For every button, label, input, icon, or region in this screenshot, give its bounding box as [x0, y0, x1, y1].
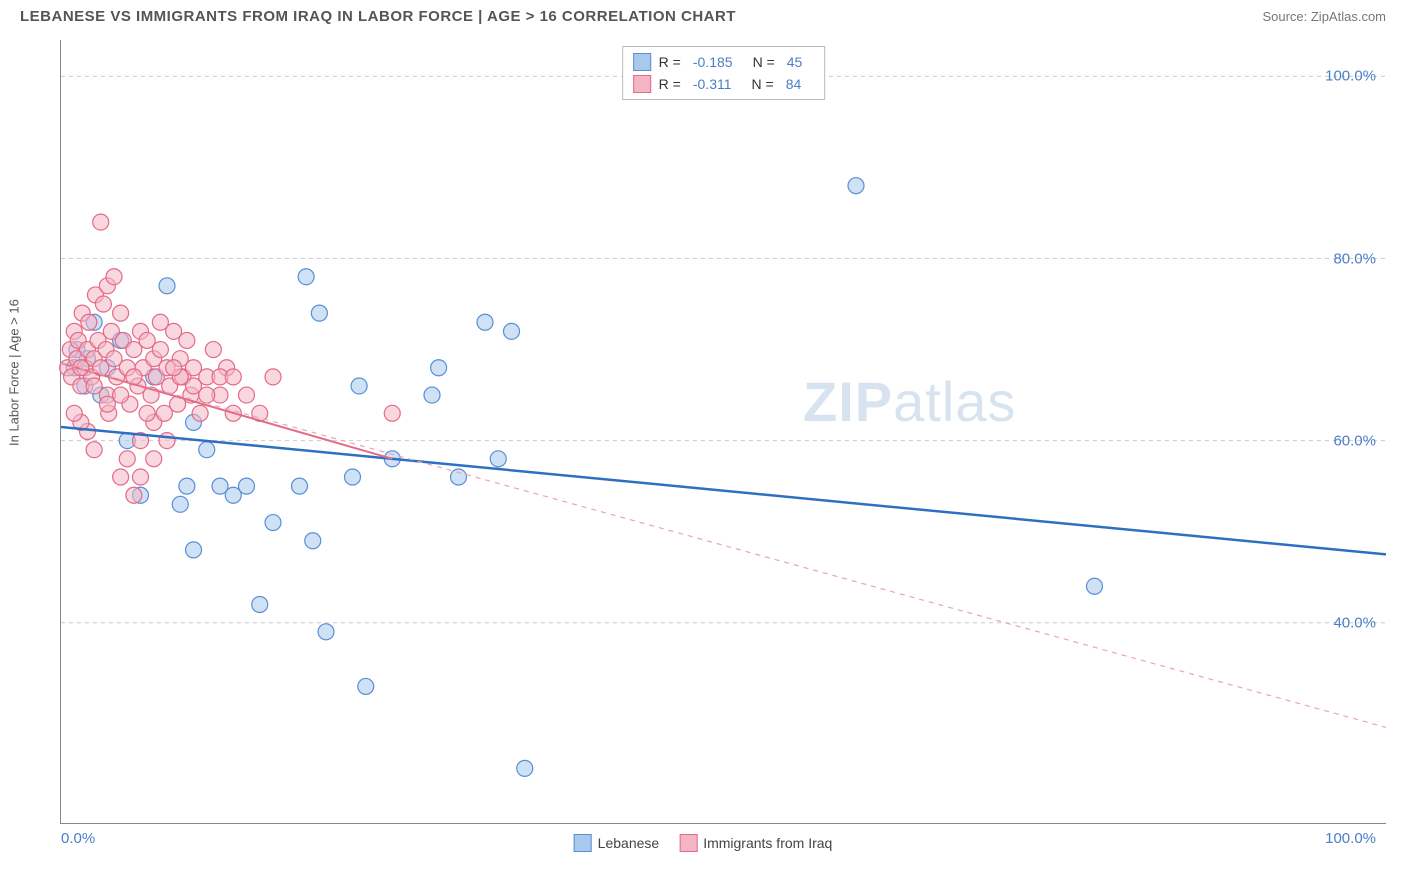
- legend-label-iraq: Immigrants from Iraq: [703, 835, 832, 851]
- legend-row-iraq: R = -0.311 N = 84: [633, 73, 815, 95]
- swatch-iraq: [633, 75, 651, 93]
- legend-item-lebanese: Lebanese: [574, 834, 660, 852]
- legend-r-label: R =: [659, 76, 681, 92]
- series-legend: Lebanese Immigrants from Iraq: [574, 834, 833, 852]
- x-tick-min: 0.0%: [61, 830, 95, 847]
- legend-row-lebanese: R = -0.185 N = 45: [633, 51, 815, 73]
- swatch-lebanese-bottom: [574, 834, 592, 852]
- scatter-plot-svg: [61, 40, 1386, 823]
- legend-n-label: N =: [752, 76, 774, 92]
- chart-title: LEBANESE VS IMMIGRANTS FROM IRAQ IN LABO…: [20, 8, 736, 25]
- legend-item-iraq: Immigrants from Iraq: [679, 834, 832, 852]
- y-tick-label: 80.0%: [1333, 250, 1376, 267]
- y-axis-label: In Labor Force | Age > 16: [7, 299, 22, 446]
- plot-area: ZIPatlas R = -0.185 N = 45 R = -0.311 N …: [60, 40, 1386, 824]
- legend-label-lebanese: Lebanese: [598, 835, 660, 851]
- correlation-legend: R = -0.185 N = 45 R = -0.311 N = 84: [622, 46, 826, 100]
- legend-r-lebanese: -0.185: [693, 54, 733, 70]
- x-tick-max: 100.0%: [1325, 830, 1376, 847]
- chart-container: In Labor Force | Age > 16 ZIPatlas R = -…: [20, 40, 1386, 852]
- legend-n-iraq: 84: [786, 76, 802, 92]
- y-tick-label: 40.0%: [1333, 614, 1376, 631]
- legend-n-lebanese: 45: [787, 54, 803, 70]
- legend-n-label: N =: [753, 54, 775, 70]
- legend-r-label: R =: [659, 54, 681, 70]
- swatch-lebanese: [633, 53, 651, 71]
- y-tick-label: 100.0%: [1325, 68, 1376, 85]
- swatch-iraq-bottom: [679, 834, 697, 852]
- y-tick-label: 60.0%: [1333, 432, 1376, 449]
- source-attribution: Source: ZipAtlas.com: [1262, 9, 1386, 24]
- legend-r-iraq: -0.311: [693, 76, 732, 92]
